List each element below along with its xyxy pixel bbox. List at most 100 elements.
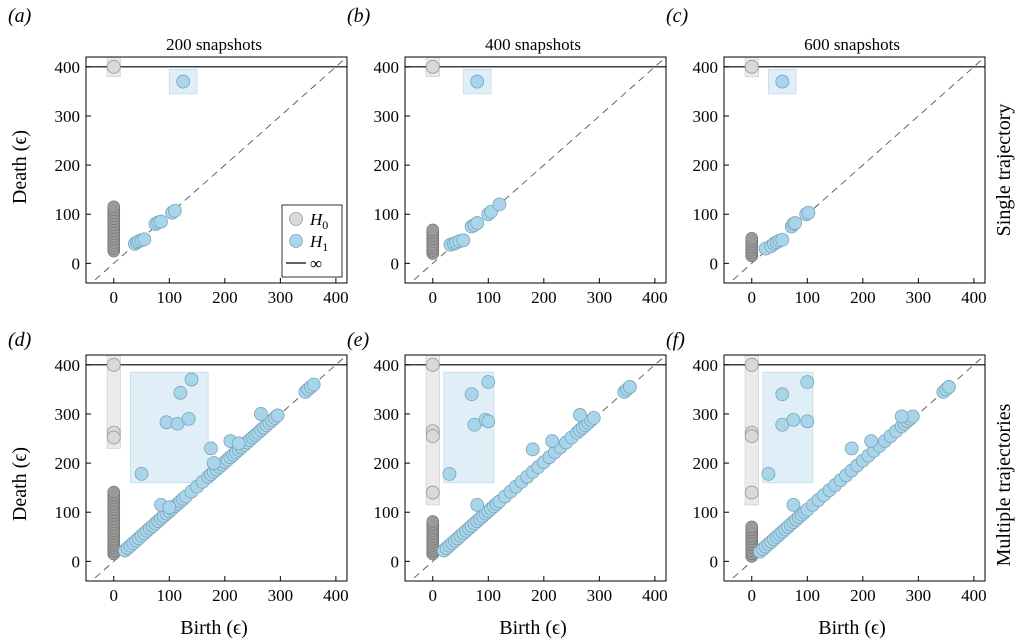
y-tick-label: 200 [693,454,719,473]
h1-point [181,411,196,426]
plot-frame [404,354,667,582]
h0-point [744,59,759,74]
h0-point [425,59,440,74]
panel-3: (c) 0 100 200 300 400 0 100 200 300 400 [666,5,987,307]
h1-point [894,409,909,424]
x-tick-label: 400 [642,586,668,605]
h1-point [800,375,815,389]
ylabel-top: Death (ϵ) [9,130,31,204]
panel-2: (b) 0 100 200 300 400 0 100 200 300 400 [347,5,668,307]
y-tick-label: 200 [55,454,81,473]
y-tick-label: 200 [374,454,400,473]
h1-point [231,436,246,451]
h1-point [206,456,221,470]
plot-frame [723,56,986,284]
h1-point [844,441,859,456]
x-tick-label: 400 [961,288,987,307]
h1-point [470,74,485,89]
h0-point [107,200,121,214]
h0-point [744,357,759,372]
x-tick-label: 0 [429,288,438,307]
panel-label: (b) [347,5,371,27]
h0-point [106,357,121,372]
y-tick-label: 100 [55,503,81,522]
panel-label: (a) [8,5,32,27]
diagonal-line [728,57,985,283]
plot-area [724,355,985,581]
x-tick-label: 200 [850,288,876,307]
x-tick-label: 200 [531,586,557,605]
h1-point [775,387,790,402]
h1-point [545,434,560,448]
x-tick-label: 100 [476,586,502,605]
h1-point [154,214,168,229]
h0-point [426,223,440,237]
y-tick-label: 400 [374,58,400,77]
plot-frame [85,56,348,284]
y-tick-label: 100 [693,205,719,224]
ylabel-bottom: Death (ϵ) [9,447,31,521]
plot-area [405,57,666,283]
h1-point [204,441,218,456]
highlight-box-h0 [106,355,121,449]
h1-point [176,74,191,89]
x-tick-label: 300 [587,586,613,605]
h1-point [525,442,540,457]
h1-point [775,232,790,247]
x-tick-label: 200 [212,586,238,605]
x-tick-label: 300 [906,586,932,605]
h1-point [442,466,457,481]
x-tick-label: 100 [157,586,183,605]
panel-4: (d) 0 100 200 300 400 0 100 200 300 400 [8,329,349,605]
plot-area [724,57,985,283]
panel-label: (d) [8,329,32,351]
h0-point [744,485,759,500]
h1-point [800,414,815,429]
h1-point [470,497,485,512]
x-tick-label: 0 [110,586,119,605]
legend-marker-h0 [289,212,303,226]
y-tick-label: 0 [391,254,400,273]
x-tick-label: 200 [850,586,876,605]
legend-marker-h1 [289,234,303,248]
y-tick-label: 400 [374,356,400,375]
h0-point [107,485,121,499]
x-tick-label: 400 [642,288,668,307]
h1-point [184,372,199,387]
h0-point [425,485,440,500]
h1-point [270,408,285,423]
diagonal-line [409,57,666,283]
highlight-box-h1 [462,68,492,95]
panel-5: (e) 0 100 200 300 400 0 100 200 300 400 [347,329,668,605]
h1-point [942,380,956,394]
x-tick-label: 0 [429,586,438,605]
legend-label-2: H1 [309,232,328,254]
h1-point [137,232,152,247]
legend-label-3: ∞ [310,254,322,273]
y-tick-label: 200 [374,156,400,175]
y-tick-label: 0 [391,552,400,571]
y-tick-label: 400 [693,58,719,77]
xlabel-2: Birth (ϵ) [499,617,567,639]
x-tick-label: 100 [795,288,821,307]
row-label-single: Single trajectory [993,104,1015,237]
h1-point [470,216,485,230]
plot-area [405,355,666,581]
h1-point [254,407,268,421]
h0-point [106,430,121,445]
y-tick-label: 400 [55,58,81,77]
y-tick-label: 200 [55,156,81,175]
h1-point [167,203,182,218]
y-tick-label: 400 [693,356,719,375]
h0-point [745,231,759,245]
h1-point [492,197,507,212]
row-label-multiple: Multiple trajectories [993,403,1015,566]
x-tick-label: 300 [906,288,932,307]
y-tick-label: 300 [55,405,81,424]
plot-area [86,57,347,283]
x-tick-label: 400 [323,288,349,307]
x-tick-label: 0 [748,586,757,605]
